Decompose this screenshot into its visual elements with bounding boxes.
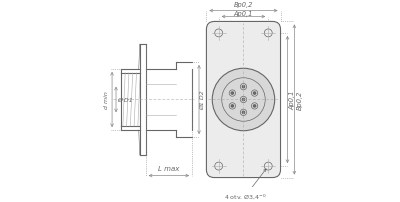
Circle shape (212, 69, 275, 131)
Circle shape (231, 93, 234, 95)
Text: 4 otv. Ø3,4$^{-0}_{\ }$: 4 otv. Ø3,4$^{-0}_{\ }$ (224, 169, 267, 200)
Text: Bp0,2: Bp0,2 (234, 2, 253, 8)
Text: Ap0,1: Ap0,1 (290, 90, 296, 110)
Text: Ø D1: Ø D1 (117, 98, 133, 102)
Text: Ø1 D2: Ø1 D2 (200, 90, 205, 110)
Text: L max: L max (158, 165, 180, 171)
Circle shape (254, 93, 256, 95)
Circle shape (242, 99, 244, 101)
Circle shape (254, 105, 256, 107)
Circle shape (242, 86, 244, 88)
Circle shape (242, 112, 244, 114)
Text: Ap0,1: Ap0,1 (234, 11, 253, 16)
Text: d min: d min (104, 91, 109, 109)
FancyBboxPatch shape (206, 22, 280, 178)
Text: Bp0,2: Bp0,2 (297, 90, 303, 110)
Circle shape (231, 105, 234, 107)
